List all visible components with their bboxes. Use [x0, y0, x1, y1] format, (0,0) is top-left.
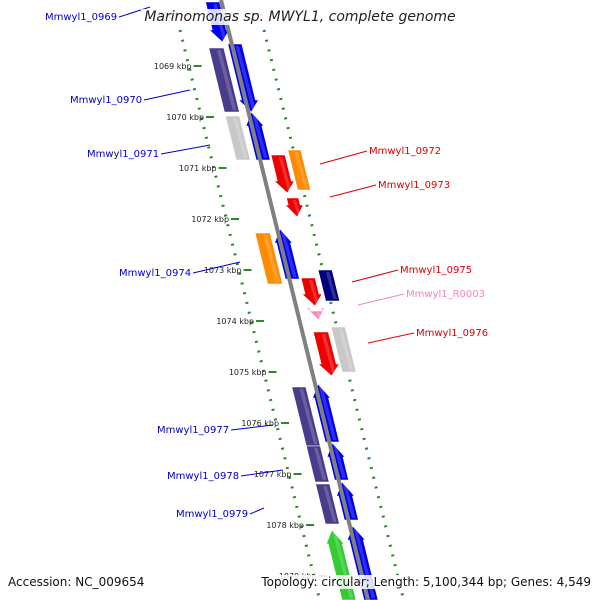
gene-label-leader	[118, 6, 151, 18]
gene-feature[interactable]	[305, 445, 330, 483]
gene-feature-shade	[314, 448, 327, 480]
gene-feature-shade	[293, 200, 301, 215]
gene-label-leader	[367, 332, 415, 344]
gene-label-leader	[249, 507, 265, 515]
gene-feature-shade	[325, 272, 337, 299]
gene-feature-shade	[233, 118, 248, 158]
gene-feature[interactable]	[225, 115, 251, 161]
gene-feature-shade	[278, 157, 292, 191]
gene-feature-shade	[316, 313, 322, 318]
tick-label: 1070 kbp	[166, 113, 204, 122]
gene-feature-shade	[252, 114, 268, 158]
gene-label-leader	[231, 424, 274, 431]
genome-backbone	[219, 0, 370, 600]
gene-label-leader	[351, 269, 399, 283]
gene-feature-shade	[333, 445, 346, 478]
gene-feature-shade	[323, 486, 337, 522]
gene-label-leader	[319, 150, 368, 165]
gene-label[interactable]: Mmwyl1_0974	[119, 268, 191, 279]
gene-feature-shade	[321, 334, 337, 374]
tick-label: 1078 kbp	[266, 521, 304, 530]
gene-feature[interactable]	[312, 331, 340, 377]
tick-label: 1069 kbp	[154, 62, 192, 71]
gene-label[interactable]: Mmwyl1_0971	[87, 149, 159, 160]
gene-label-leader	[357, 293, 405, 306]
gene-label[interactable]: Mmwyl1_0976	[416, 328, 488, 339]
tick-label: 1074 kbp	[216, 317, 254, 326]
gene-feature-shade	[342, 484, 356, 518]
gene-feature-shade	[294, 152, 308, 188]
gene-feature[interactable]	[300, 277, 323, 307]
gene-feature[interactable]	[284, 197, 304, 218]
gene-label-leader	[160, 144, 211, 155]
gene-labels: Mmwyl1_0969 Mmwyl1_0970 Mmwyl1_0971 Mmwyl1_…	[45, 6, 488, 520]
gene-label[interactable]: Mmwyl1_0973	[378, 180, 450, 191]
tick-label: 1073 kbp	[204, 266, 242, 275]
tick-label: 1072 kbp	[191, 215, 229, 224]
gene-label-leader	[192, 261, 241, 274]
gene-feature-shade	[318, 386, 337, 440]
gene-label[interactable]: Mmwyl1_0978	[167, 471, 239, 482]
gene-label-leader	[329, 184, 377, 198]
gene-label-leader	[240, 469, 284, 477]
tick-label: 1076 kbp	[241, 419, 279, 428]
gene-label[interactable]: Mmwyl1_0969	[45, 12, 117, 23]
tick-label: 1071 kbp	[179, 164, 217, 173]
gene-label-leader	[143, 89, 191, 101]
gene-feature-shade	[299, 389, 318, 444]
map-title: Marinomonas sp. MWYL1, complete genome	[0, 9, 600, 25]
gene-feature[interactable]	[315, 483, 340, 525]
gene-feature[interactable]	[208, 47, 240, 113]
gene-label[interactable]: Mmwyl1_0972	[369, 146, 441, 157]
gene-label[interactable]: Mmwyl1_0977	[157, 425, 229, 436]
gene-feature[interactable]	[270, 154, 295, 194]
gene-label[interactable]: Mmwyl1_0975	[400, 265, 472, 276]
gene-feature[interactable]	[330, 326, 357, 373]
gene-feature[interactable]	[287, 149, 311, 191]
gene-feature-shade	[308, 280, 320, 304]
gene-feature-shade	[263, 235, 280, 282]
gene-feature[interactable]	[254, 232, 283, 285]
accession-text: Accession: NC_009654	[8, 575, 145, 589]
gene-label[interactable]: Mmwyl1_0979	[176, 509, 248, 520]
topology-text: Topology: circular; Length: 5,100,344 bp…	[261, 575, 591, 589]
tick-label: 1075 kbp	[229, 368, 267, 377]
gene-feature-shade	[235, 46, 256, 110]
tick-label: 1077 kbp	[254, 470, 292, 479]
gene-label[interactable]: Mmwyl1_R0003	[406, 289, 485, 300]
gene-feature[interactable]	[305, 307, 325, 321]
gene-feature[interactable]	[317, 269, 341, 302]
gene-feature-shade	[217, 50, 237, 110]
gene-feature-shade	[280, 231, 297, 277]
gene-feature-shade	[338, 329, 354, 370]
gene-label[interactable]: Mmwyl1_0970	[70, 95, 142, 106]
